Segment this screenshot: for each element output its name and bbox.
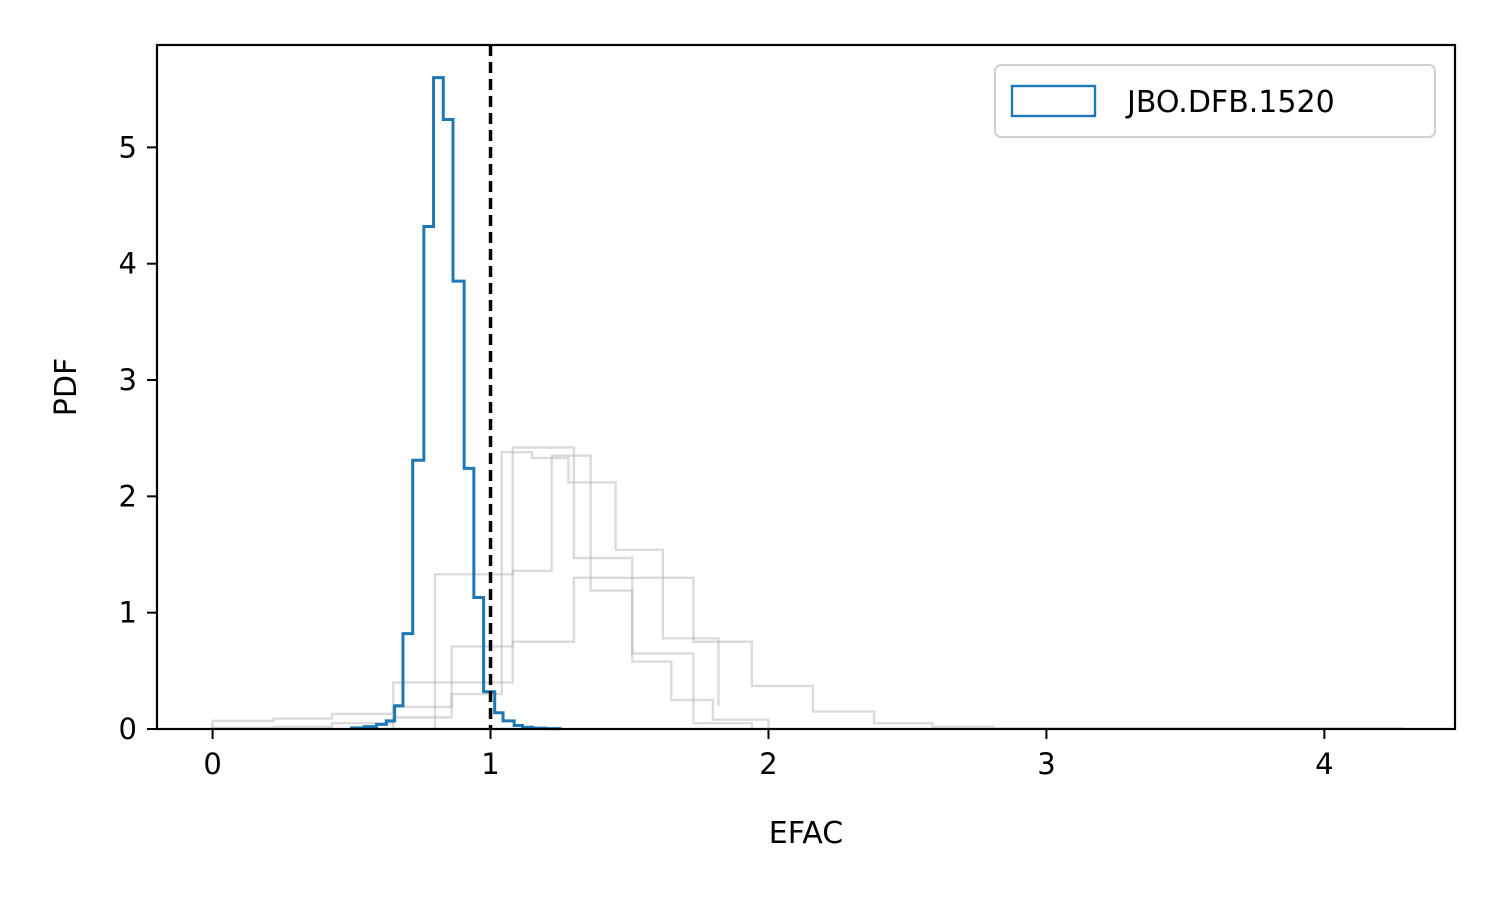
histogram-series-1 xyxy=(350,76,562,731)
x-tick-label: 0 xyxy=(203,747,221,781)
histogram-series-5 xyxy=(392,450,720,729)
axes-layer: 0 1 2 3 4 0 1 2 3 4 5 xyxy=(119,43,1457,781)
x-tick-label: 3 xyxy=(1037,747,1055,781)
legend-swatch xyxy=(1010,84,1097,118)
y-tick-label: 5 xyxy=(119,130,137,164)
histogram-step-outline xyxy=(350,76,562,731)
y-tick-label: 2 xyxy=(119,479,137,513)
y-tick-label: 0 xyxy=(119,712,137,746)
y-tick-label: 4 xyxy=(119,247,137,281)
legend: JBO.DFB.1520 xyxy=(994,64,1436,138)
x-axis-label: EFAC xyxy=(769,816,843,851)
y-axis-label: PDF xyxy=(49,358,84,416)
x-tick-label: 4 xyxy=(1315,747,1333,781)
x-tick-label: 2 xyxy=(759,747,777,781)
x-tick-label: 1 xyxy=(481,747,499,781)
histogram-step-outline xyxy=(211,576,1404,730)
plot-background xyxy=(157,45,1455,729)
histogram-step-outline xyxy=(392,450,720,729)
series-layer xyxy=(211,76,1404,731)
histogram-series-4 xyxy=(433,454,770,729)
axes-frame xyxy=(155,43,1457,731)
histogram-step-outline xyxy=(433,454,770,729)
histogram-series-2 xyxy=(211,576,1404,730)
plot-area xyxy=(157,45,1455,729)
legend-label: JBO.DFB.1520 xyxy=(1125,85,1335,120)
legend-box xyxy=(994,64,1436,138)
y-tick-label: 3 xyxy=(119,363,137,397)
y-tick-label: 1 xyxy=(119,596,137,630)
